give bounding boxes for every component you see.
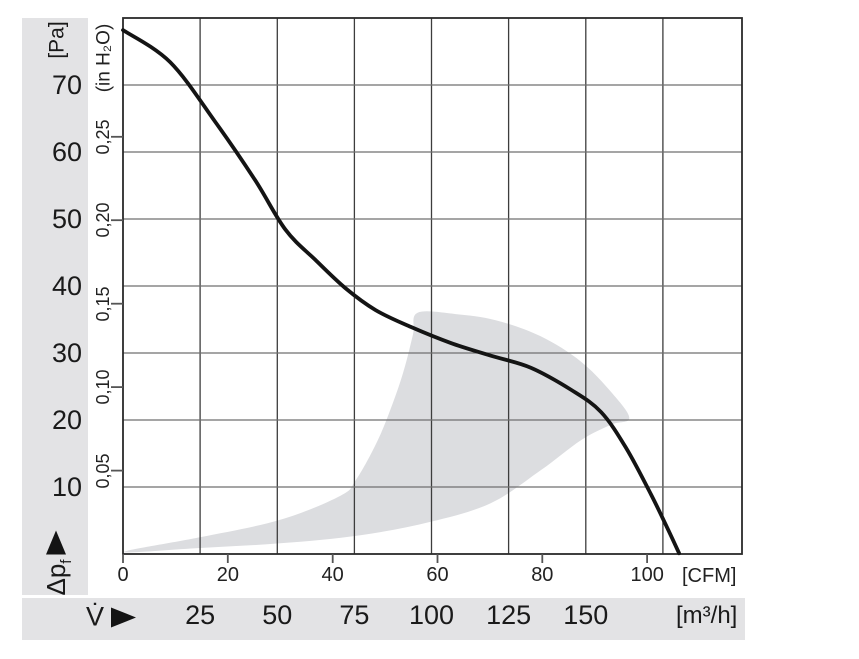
right-arrow-icon bbox=[111, 607, 137, 627]
y-axis-title-text: Δpf bbox=[41, 559, 76, 596]
pa-unit-label: [Pa] bbox=[45, 21, 69, 59]
y-axis-band bbox=[22, 18, 88, 595]
cfm-unit-label: [CFM] bbox=[682, 565, 737, 587]
plot-border bbox=[122, 17, 743, 555]
up-arrow-icon bbox=[46, 530, 66, 555]
inh2o-unit-label: (in H₂O) bbox=[93, 23, 115, 93]
operating-region bbox=[124, 311, 630, 553]
y-axis-title: Δpf bbox=[41, 530, 76, 596]
x-axis-band bbox=[22, 598, 745, 640]
fan-curve bbox=[121, 28, 681, 556]
x-axis-title: V̇ bbox=[86, 601, 137, 632]
m3h-unit-label: [m³/h] bbox=[676, 602, 738, 629]
x-axis-title-text: V̇ bbox=[86, 601, 105, 632]
